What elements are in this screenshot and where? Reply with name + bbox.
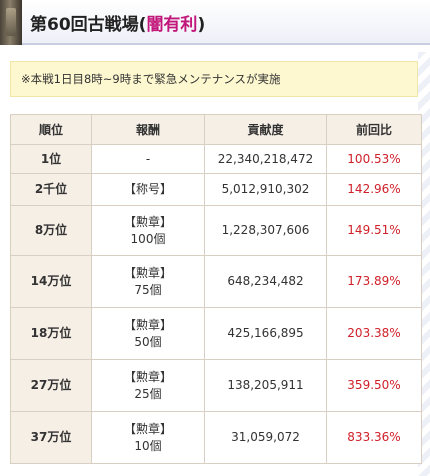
reward-count: 50個 [134, 334, 162, 349]
page-title: 第60回古戦場(闇有利) [30, 10, 205, 35]
reward-type: - [145, 151, 151, 166]
reward-type: 【勲章】 [123, 215, 172, 230]
table-header-row: 順位 報酬 貢献度 前回比 [10, 114, 422, 145]
header-contribution: 貢献度 [204, 114, 327, 145]
rank-cell: 1位 [10, 144, 92, 174]
contribution-cell: 425,166,895 [204, 307, 327, 360]
page-header: 第60回古戦場(闇有利) [0, 0, 430, 45]
table-row: 2千位 【称号】 5,012,910,302 142.96% [10, 173, 422, 206]
contribution-cell: 5,012,910,302 [204, 173, 327, 206]
header-rank: 順位 [10, 114, 92, 145]
reward-count: 100個 [130, 231, 166, 246]
reward-cell: 【勲章】 25個 [91, 359, 205, 412]
ratio-cell: 100.53% [326, 144, 422, 174]
rank-cell: 2千位 [10, 173, 92, 206]
ratio-cell: 203.38% [326, 307, 422, 360]
ratio-cell: 833.36% [326, 411, 422, 464]
ratio-cell: 173.89% [326, 255, 422, 308]
reward-cell: 【勲章】 75個 [91, 255, 205, 308]
title-suffix: ) [197, 15, 206, 35]
reward-type: 【勲章】 [123, 266, 172, 281]
reward-cell: - [91, 144, 205, 174]
table-row: 1位 - 22,340,218,472 100.53% [10, 144, 422, 174]
rank-cell: 18万位 [10, 307, 92, 360]
reward-count: 25個 [134, 386, 162, 401]
table-row: 27万位 【勲章】 25個 138,205,911 359.50% [10, 359, 422, 412]
ratio-cell: 359.50% [326, 359, 422, 412]
ratio-cell: 149.51% [326, 205, 422, 256]
contribution-cell: 22,340,218,472 [204, 144, 327, 174]
reward-cell: 【勲章】 50個 [91, 307, 205, 360]
reward-type: 【勲章】 [123, 370, 172, 385]
reward-cell: 【勲章】 10個 [91, 411, 205, 464]
contribution-cell: 31,059,072 [204, 411, 327, 464]
reward-type: 【勲章】 [123, 422, 172, 437]
reward-cell: 【称号】 [91, 173, 205, 206]
contribution-cell: 648,234,482 [204, 255, 327, 308]
reward-type: 【称号】 [123, 182, 172, 197]
reward-count: 10個 [134, 438, 162, 453]
table-row: 37万位 【勲章】 10個 31,059,072 833.36% [10, 411, 422, 464]
rank-cell: 14万位 [10, 255, 92, 308]
table-row: 8万位 【勲章】 100個 1,228,307,606 149.51% [10, 205, 422, 256]
header-reward: 報酬 [91, 114, 205, 145]
contribution-cell: 138,205,911 [204, 359, 327, 412]
reward-cell: 【勲章】 100個 [91, 205, 205, 256]
reward-count: 75個 [134, 282, 162, 297]
ranking-table: 順位 報酬 貢献度 前回比 1位 - 22,340,218,472 100.53… [10, 114, 422, 464]
rank-cell: 27万位 [10, 359, 92, 412]
table-row: 14万位 【勲章】 75個 648,234,482 173.89% [10, 255, 422, 308]
header-emblem-icon [0, 0, 22, 45]
table-row: 18万位 【勲章】 50個 425,166,895 203.38% [10, 307, 422, 360]
title-accent: 闇有利 [146, 15, 198, 35]
header-ratio: 前回比 [326, 114, 422, 145]
rank-cell: 37万位 [10, 411, 92, 464]
contribution-cell: 1,228,307,606 [204, 205, 327, 256]
title-prefix: 第60回古戦場( [30, 15, 147, 35]
maintenance-notice: ※本戦1日目8時~9時まで緊急メンテナンスが実施 [10, 61, 418, 97]
reward-type: 【勲章】 [123, 318, 172, 333]
ratio-cell: 142.96% [326, 173, 422, 206]
rank-cell: 8万位 [10, 205, 92, 256]
